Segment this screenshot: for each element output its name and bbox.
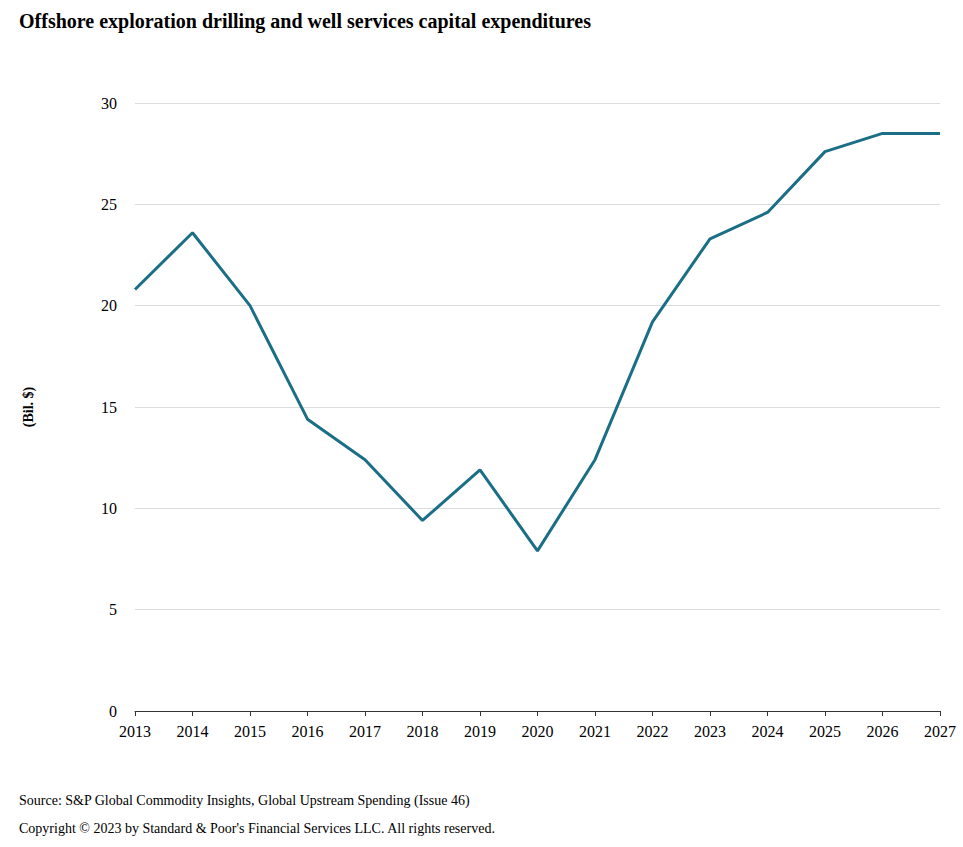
svg-text:2016: 2016 (292, 723, 324, 740)
svg-text:2013: 2013 (119, 723, 151, 740)
svg-text:2025: 2025 (809, 723, 841, 740)
svg-text:Source: S&P Global Commodity I: Source: S&P Global Commodity Insights, G… (19, 793, 470, 809)
svg-text:0: 0 (109, 703, 117, 720)
svg-text:Offshore exploration drilling: Offshore exploration drilling and well s… (19, 10, 591, 33)
svg-text:30: 30 (101, 95, 117, 112)
svg-text:2015: 2015 (234, 723, 266, 740)
svg-text:10: 10 (101, 500, 117, 517)
svg-text:2017: 2017 (349, 723, 381, 740)
svg-text:20: 20 (101, 297, 117, 314)
svg-text:(Bil. $): (Bil. $) (21, 386, 37, 427)
svg-text:2026: 2026 (867, 723, 899, 740)
svg-text:2020: 2020 (522, 723, 554, 740)
svg-text:2014: 2014 (177, 723, 209, 740)
svg-text:2023: 2023 (694, 723, 726, 740)
svg-text:25: 25 (101, 196, 117, 213)
svg-text:5: 5 (109, 601, 117, 618)
svg-text:2019: 2019 (464, 723, 496, 740)
svg-text:2027: 2027 (924, 723, 956, 740)
svg-text:2018: 2018 (407, 723, 439, 740)
svg-text:2024: 2024 (752, 723, 784, 740)
svg-text:2022: 2022 (637, 723, 669, 740)
svg-text:2021: 2021 (579, 723, 611, 740)
svg-text:Copyright © 2023 by Standard &: Copyright © 2023 by Standard & Poor's Fi… (19, 821, 495, 836)
svg-text:15: 15 (101, 399, 117, 416)
